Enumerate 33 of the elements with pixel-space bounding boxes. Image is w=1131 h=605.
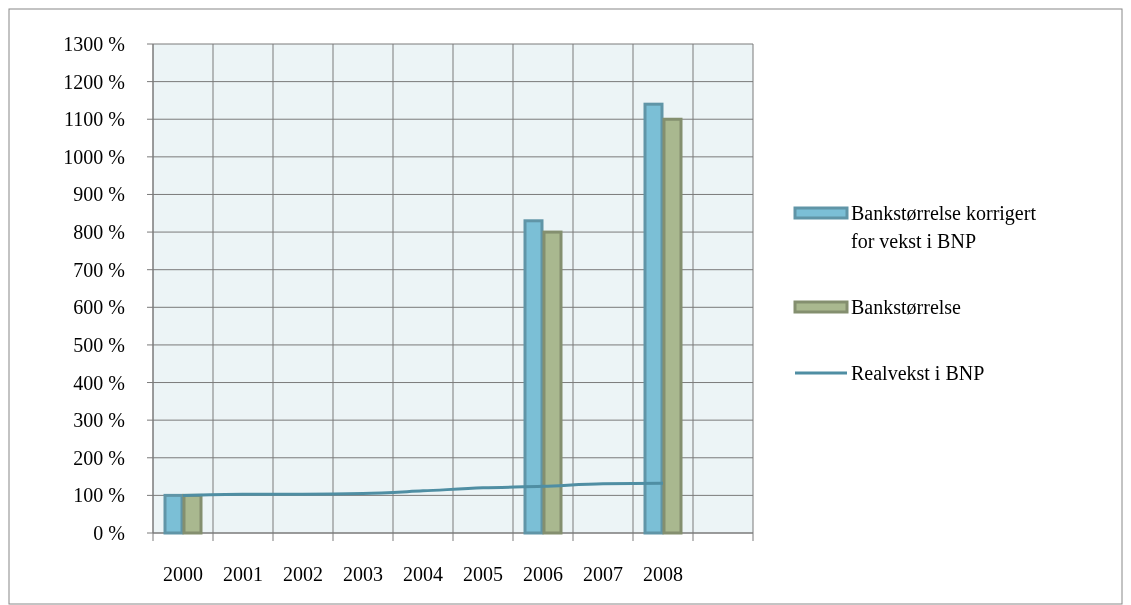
x-tick-label: 2006 xyxy=(523,563,563,585)
y-tick-label: 1000 % xyxy=(63,145,125,168)
y-tick-label: 0 % xyxy=(93,522,125,544)
legend-label: Bankstørrelse korrigert for vekst i BNP xyxy=(851,202,1037,252)
y-tick-label: 100 % xyxy=(73,484,125,507)
bar xyxy=(643,102,664,535)
x-tick-label: 2005 xyxy=(463,563,503,585)
y-tick-label: 500 % xyxy=(73,333,125,356)
x-tick-label: 2003 xyxy=(343,563,383,585)
y-tick-label: 1300 % xyxy=(63,33,125,55)
legend-label: Bankstørrelse xyxy=(851,296,962,318)
y-tick-label: 1100 % xyxy=(64,108,125,131)
legend-label: Realvekst i BNP xyxy=(851,362,985,384)
bar xyxy=(163,493,184,535)
y-tick-label: 1200 % xyxy=(63,70,125,93)
x-tick-label: 2000 xyxy=(163,563,203,585)
y-tick-label: 900 % xyxy=(73,183,125,206)
x-tick-label: 2004 xyxy=(403,563,443,585)
x-tick-label: 2007 xyxy=(583,563,623,585)
x-tick-label: 2002 xyxy=(283,563,323,585)
bar xyxy=(182,493,203,535)
y-tick-label: 400 % xyxy=(73,371,125,394)
y-tick-label: 300 % xyxy=(73,409,125,432)
y-tick-label: 200 % xyxy=(73,446,125,469)
bar xyxy=(662,117,683,535)
x-tick-label: 2008 xyxy=(643,563,683,585)
bar xyxy=(523,219,544,535)
y-tick-label: 800 % xyxy=(73,221,125,244)
x-tick-label: 2001 xyxy=(223,563,263,585)
line-series xyxy=(181,481,665,497)
bar xyxy=(542,230,563,535)
y-tick-label: 700 % xyxy=(73,258,125,281)
y-tick-label: 600 % xyxy=(73,296,125,319)
